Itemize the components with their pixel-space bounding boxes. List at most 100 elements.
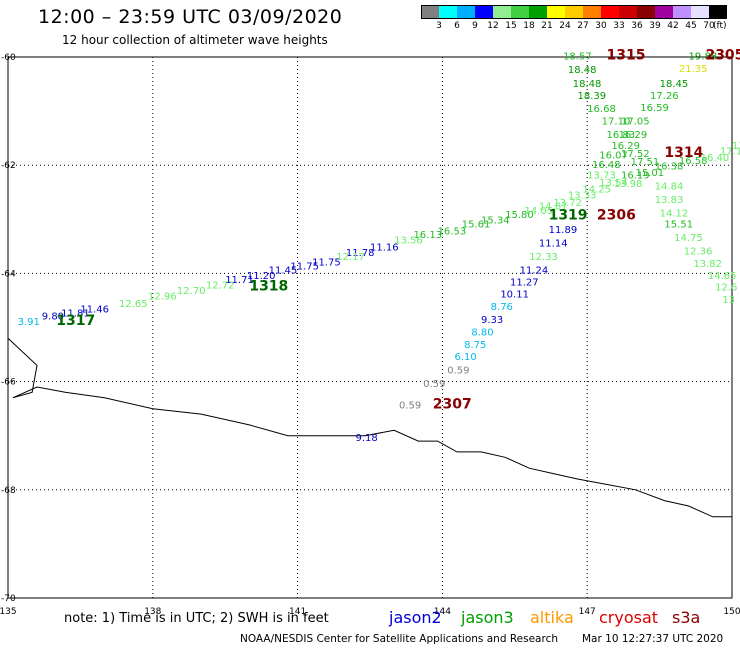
wave-height-label: 12.33 [529, 252, 558, 263]
wave-height-label: 15.34 [481, 216, 510, 227]
wave-height-label: 16.29 [611, 141, 640, 152]
wave-height-label: 11.81 [61, 309, 90, 320]
colorbar-tick-label: 18 [523, 21, 535, 31]
wave-height-label: 18.57 [563, 52, 592, 63]
colorbar-tick-label: 42 [667, 21, 679, 31]
wave-height-label: 13.98 [614, 179, 643, 190]
wave-height-label: 17.52 [621, 149, 650, 160]
y-tick-label: -64 [1, 269, 16, 279]
pass-number-label: 1319 [549, 207, 588, 223]
x-tick-label: 141 [289, 607, 306, 617]
colorbar-tick-label: 39 [649, 21, 661, 31]
wave-height-label: 12.65 [119, 299, 148, 310]
wave-height-label: 12.6 [715, 283, 737, 294]
wave-height-label: 9.18 [356, 433, 378, 444]
wave-height-label: 11.46 [80, 304, 109, 315]
wave-height-label: 0.59 [399, 401, 421, 412]
pass-number-label: 1314 [664, 145, 703, 161]
wave-height-label: 11.45 [269, 265, 298, 276]
wave-height-label: 16.19 [621, 171, 650, 182]
colorbar-tick-label: 9 [472, 21, 478, 31]
colorbar-frame [421, 5, 727, 19]
x-tick-label: 150 [723, 607, 740, 617]
wave-height-label: 16.29 [619, 130, 648, 141]
wave-height-label: 14.84 [655, 182, 684, 193]
wave-height-label: 8.80 [471, 328, 493, 339]
satellite-legend-jason2: jason2 [389, 608, 442, 627]
colorbar-tick-label: 21 [541, 21, 553, 31]
wave-height-label: 11.24 [520, 265, 549, 276]
footer-note: note: 1) Time is in UTC; 2) SWH is in fe… [64, 611, 329, 626]
wave-height-label: 16.68 [587, 104, 616, 115]
wave-height-label: 11.20 [247, 271, 276, 282]
wave-height-label: 13.73 [587, 171, 616, 182]
wave-height-label: 16.38 [655, 162, 684, 173]
y-tick-label: -62 [1, 161, 16, 171]
color-swatch [529, 5, 547, 19]
color-swatch [421, 5, 439, 19]
wave-height-label: 18.48 [573, 79, 602, 90]
color-swatch [475, 5, 493, 19]
wave-height-label: 19.88 [689, 52, 718, 63]
x-tick-label: 144 [434, 607, 451, 617]
wave-height-label: 6.10 [454, 352, 476, 363]
wave-height-label: 17.14 [720, 146, 740, 157]
wave-height-label: 17.51 [631, 157, 660, 168]
wave-height-label: 12.70 [177, 286, 206, 297]
wave-height-label: 16.48 [592, 160, 621, 171]
wave-height-label: 11.27 [510, 277, 539, 288]
plot-frame [7, 56, 733, 599]
wave-height-label: 11.14 [539, 238, 568, 249]
pass-number-label: 2307 [433, 397, 472, 413]
wave-height-label: 18.39 [578, 91, 607, 102]
color-swatch [673, 5, 691, 19]
colorbar-tick-label: 36 [631, 21, 643, 31]
colorbar-tick-label: 3 [436, 21, 442, 31]
credit-line: NOAA/NESDIS Center for Satellite Applica… [240, 633, 558, 645]
wave-height-label: 14.12 [660, 209, 689, 220]
colorbar-tick-label: 70 [703, 21, 715, 31]
wave-height-label: 13.56 [394, 236, 423, 247]
colorbar-tick-label: 33 [613, 21, 625, 31]
satellite-legend-jason3: jason3 [461, 608, 514, 627]
wave-height-label: 3.91 [18, 317, 40, 328]
wave-height-label: 16.58 [679, 156, 708, 167]
wave-height-label: 8.75 [464, 340, 486, 351]
color-swatch [583, 5, 601, 19]
wave-height-label: 21.35 [679, 64, 708, 75]
satellite-legend-altika: altika [530, 608, 574, 627]
wave-height-label: 16.07 [599, 151, 628, 162]
colorbar-tick-label: 30 [595, 21, 607, 31]
color-swatch [457, 5, 475, 19]
x-tick-label: 138 [144, 607, 161, 617]
color-swatch [511, 5, 529, 19]
wave-height-label: 11.16 [370, 243, 399, 254]
wave-height-label: 10.11 [500, 290, 529, 301]
wave-height-label: 17.10 [602, 117, 631, 128]
color-swatch [493, 5, 511, 19]
colorbar-tick-label: 12 [487, 21, 499, 31]
color-swatch [619, 5, 637, 19]
wave-height-label: 13.83 [655, 195, 684, 206]
wave-height-label: 16.40 [701, 153, 730, 164]
colorbar-tick-label: 6 [454, 21, 460, 31]
y-tick-label: -66 [1, 378, 16, 388]
color-swatch [691, 5, 709, 19]
wave-height-label: 0.59 [447, 365, 469, 376]
wave-height-label: 9.80 [42, 311, 64, 322]
wave-height-label: 13.54 [599, 178, 628, 189]
antarctic-coastline [7, 337, 732, 518]
wave-height-label: 13 [722, 295, 735, 306]
wave-height-label: 17 [732, 141, 740, 152]
pass-number-label: 2305 [705, 48, 740, 64]
wave-height-label: 12.17 [336, 252, 365, 263]
wave-height-label: 14.65 [708, 271, 737, 282]
wave-height-label: 8.76 [491, 302, 513, 313]
y-tick-label: -68 [1, 486, 16, 496]
pass-number-label: 2306 [597, 207, 636, 223]
satellite-legend-s3a: s3a [672, 608, 701, 627]
colorbar-tick-label: 24 [559, 21, 571, 31]
wave-height-label: 14.75 [674, 233, 703, 244]
wave-height-label: 11.71 [225, 275, 254, 286]
wave-height-label: 14.25 [582, 184, 611, 195]
